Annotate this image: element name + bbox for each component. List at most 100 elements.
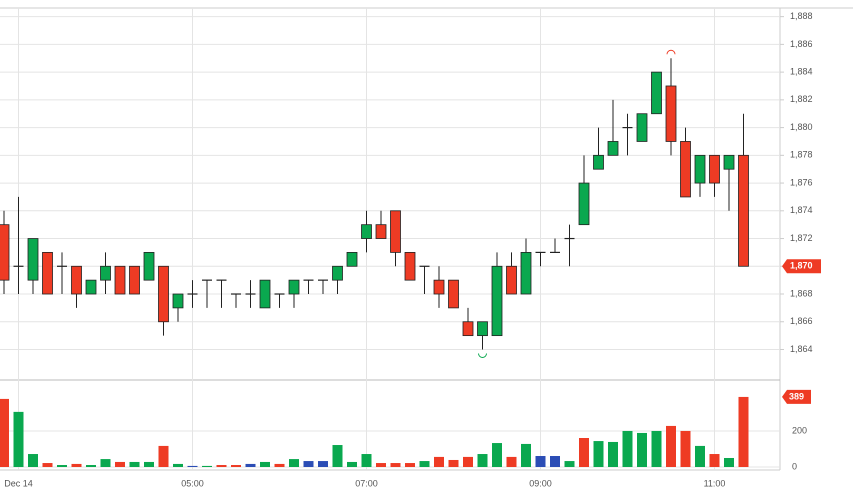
volume-bar — [463, 456, 473, 467]
high-marker — [666, 49, 676, 55]
volume-bar — [608, 441, 618, 467]
volume-bar — [506, 456, 517, 467]
volume-bar — [86, 465, 96, 467]
x-tick-label: 11:00 — [704, 478, 726, 488]
volume-bar — [637, 432, 647, 467]
candle-body — [433, 279, 445, 295]
volume-bar — [289, 459, 299, 467]
y-tick-label: 1,876 — [790, 177, 813, 187]
volume-bar — [405, 463, 415, 467]
last-volume-badge — [782, 389, 811, 404]
candle-body — [477, 321, 488, 337]
candle-body — [578, 182, 590, 226]
volume-tick-label: 200 — [792, 425, 807, 435]
y-tick-label: 1,878 — [790, 150, 813, 160]
volume-bar — [216, 465, 227, 467]
candle-body — [71, 265, 82, 295]
x-tick-label: 05:00 — [181, 478, 204, 488]
last-price-label: 1,870 — [790, 261, 813, 271]
volume-bar — [28, 454, 38, 467]
candle-body — [129, 265, 140, 295]
candle-body — [259, 279, 271, 309]
candle-body — [680, 141, 691, 198]
volume-bar — [434, 456, 444, 467]
candle-body — [346, 252, 358, 267]
volume-bar — [724, 457, 734, 467]
volume-bar — [376, 463, 386, 467]
volume-bar — [71, 463, 82, 467]
y-tick-label: 1,864 — [790, 344, 813, 354]
candle-body — [709, 154, 720, 184]
candle-body — [723, 154, 735, 170]
volume-bar — [0, 398, 9, 467]
volume-bar — [680, 430, 691, 467]
candle-body — [361, 224, 372, 239]
candle-body — [114, 265, 126, 295]
volume-bar — [115, 461, 125, 467]
volume-bar — [550, 456, 560, 467]
volume-bar — [492, 443, 502, 467]
candle-body — [636, 113, 648, 142]
volume-bar — [477, 454, 488, 467]
candle-body — [143, 252, 155, 281]
volume-bar — [274, 463, 285, 467]
candle-body — [100, 265, 111, 281]
volume-bar — [187, 465, 198, 467]
y-tick-label: 1,872 — [790, 233, 813, 243]
candle-body — [375, 224, 387, 239]
volume-bar — [695, 445, 705, 467]
y-tick-label: 1,868 — [790, 288, 813, 298]
y-tick-label: 1,888 — [790, 11, 813, 21]
y-tick-label: 1,874 — [790, 205, 813, 215]
volume-tick-label: 0 — [792, 461, 797, 471]
volume-bar — [448, 459, 459, 467]
volume-bar — [390, 463, 401, 467]
volume-bar — [260, 461, 270, 467]
x-tick-label: 09:00 — [529, 478, 552, 488]
candle-body — [288, 279, 300, 295]
volume-bar — [347, 461, 357, 467]
candle-body — [593, 154, 604, 170]
volume-bar — [245, 463, 256, 467]
candle-body — [172, 293, 184, 309]
candle-body — [651, 71, 662, 115]
candle-body — [332, 265, 343, 281]
volume-bar — [57, 465, 67, 467]
volume-bar — [332, 445, 343, 467]
volume-bar — [13, 411, 24, 467]
candle-body — [462, 321, 474, 337]
candle-body — [520, 252, 532, 295]
volume-bar — [318, 461, 328, 467]
candle-body — [694, 154, 706, 184]
y-tick-label: 1,882 — [790, 94, 813, 104]
candle-body — [158, 265, 169, 323]
y-tick-label: 1,884 — [790, 66, 813, 76]
candle-body — [506, 265, 517, 295]
y-tick-label: 1,886 — [790, 39, 813, 49]
y-tick-label: 1,866 — [790, 316, 813, 326]
candle-body — [665, 85, 677, 142]
volume-bar — [419, 461, 430, 467]
last-price-badge — [782, 259, 821, 274]
volume-bar — [173, 463, 183, 467]
candle-body — [738, 154, 749, 267]
candle-body — [85, 279, 97, 295]
candle-body — [491, 265, 503, 337]
volume-bar — [521, 443, 531, 467]
candle-body — [42, 252, 53, 295]
candle-body — [404, 252, 416, 281]
volume-bar — [129, 461, 140, 467]
volume-bar — [579, 438, 589, 467]
volume-bar — [158, 445, 169, 467]
volume-bar — [231, 465, 241, 467]
y-tick-label: 1,880 — [790, 122, 813, 132]
volume-bar — [144, 461, 154, 467]
volume-bar — [709, 454, 720, 467]
volume-bar — [651, 430, 662, 467]
candle-body — [27, 238, 39, 281]
volume-bar — [593, 441, 604, 467]
volume-bar — [535, 456, 546, 467]
volume-bar — [622, 430, 633, 467]
volume-bar — [564, 461, 575, 467]
